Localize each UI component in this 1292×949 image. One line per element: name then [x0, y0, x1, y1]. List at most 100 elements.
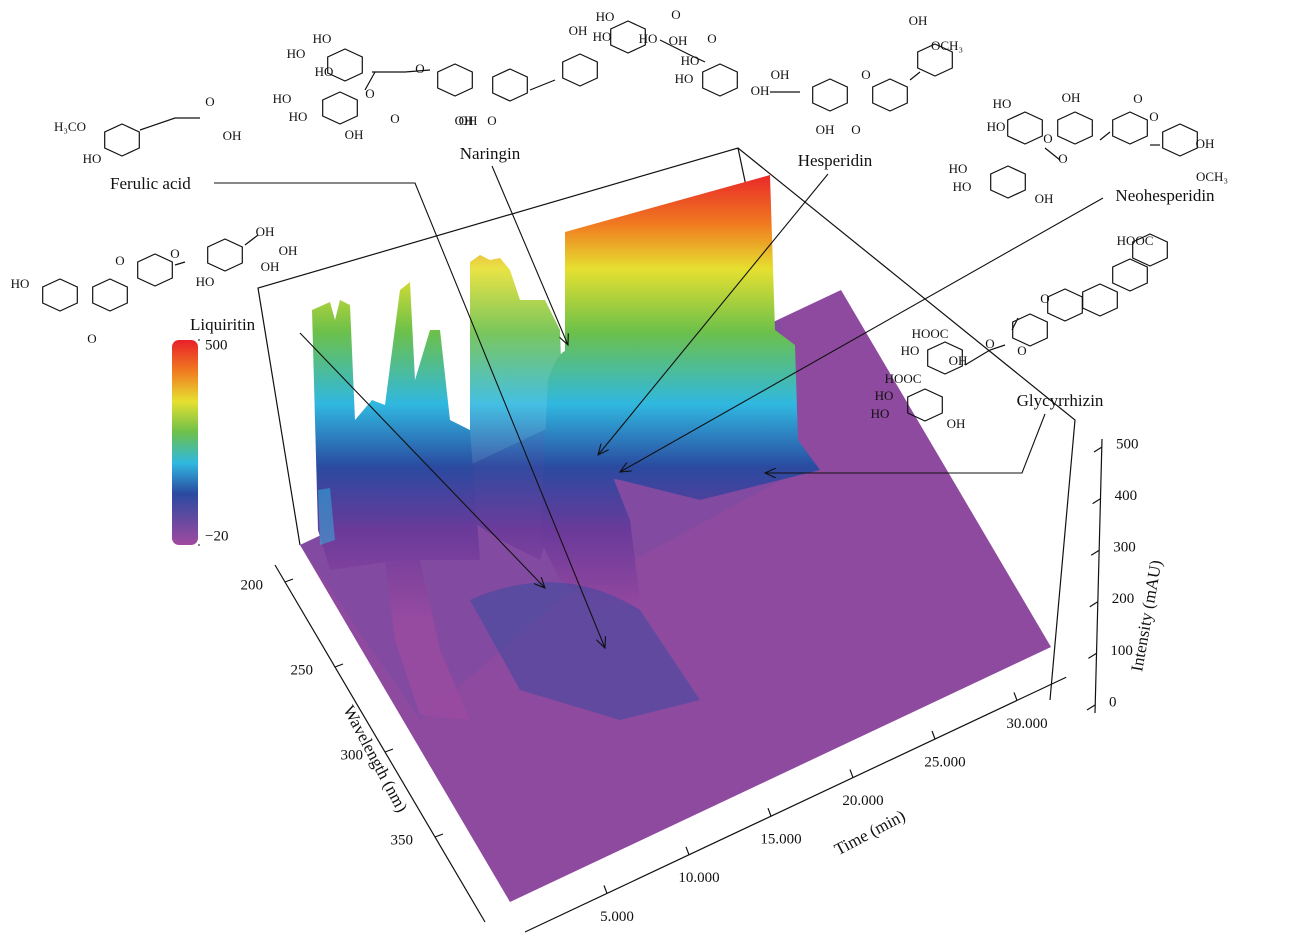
structure-group: O	[1043, 131, 1052, 146]
structure-bond	[140, 118, 200, 130]
x-tick	[1014, 692, 1017, 700]
structure-ring	[438, 64, 473, 96]
structure-ring	[93, 279, 128, 311]
z-tick	[1091, 550, 1099, 555]
z-tick-label: 200	[1112, 591, 1135, 607]
annotation-label: Liquiritin	[190, 315, 256, 334]
structure-group: O	[1017, 343, 1026, 358]
structure-group: OH	[816, 122, 835, 137]
structure-group: O	[115, 253, 124, 268]
structure-group: H₃CO	[54, 119, 86, 134]
structure-group: OH	[256, 224, 275, 239]
structure-group: OH	[771, 67, 790, 82]
structure-group: O	[985, 336, 994, 351]
z-tick-label: 400	[1115, 488, 1138, 504]
structure-ring	[493, 69, 528, 101]
chart: 5.00010.00015.00020.00025.00030.000Time …	[0, 0, 1292, 949]
structure-bond	[910, 72, 920, 80]
surface-ridge	[312, 282, 480, 570]
structure-group: HOOC	[1117, 233, 1154, 248]
structure-group: OH	[1196, 136, 1215, 151]
structure-group: O	[1133, 91, 1142, 106]
structure-group: O	[1149, 109, 1158, 124]
x-tick-label: 30.000	[1006, 716, 1047, 732]
structure-group: O	[1058, 151, 1067, 166]
y-tick-label: 300	[341, 747, 364, 763]
structure-ring	[105, 124, 140, 156]
structure-group: HO	[593, 29, 612, 44]
y-tick	[285, 579, 293, 582]
structure-ring	[1163, 124, 1198, 156]
z-tick	[1093, 499, 1101, 504]
structure-ring	[1113, 112, 1148, 144]
page: {"chart_data": { "type": "surface3d", "x…	[0, 0, 1292, 949]
structure-group: O	[1040, 291, 1049, 306]
structure-ring	[991, 166, 1026, 198]
structure-ring	[873, 79, 908, 111]
structure-group: O	[390, 111, 399, 126]
annotation-label: Glycyrrhizin	[1017, 391, 1104, 410]
structure-group: O	[487, 113, 496, 128]
surface	[300, 175, 1051, 902]
structure-ring	[1008, 112, 1043, 144]
structure-group: OH	[569, 23, 588, 38]
x-tick-label: 15.000	[760, 832, 801, 848]
structure-group: O	[851, 122, 860, 137]
structure-group: O	[365, 86, 374, 101]
annotation-label: Ferulic acid	[110, 174, 191, 193]
structure-group: HO	[953, 179, 972, 194]
structure-group: O	[671, 7, 680, 22]
colorbar-label: −20	[205, 528, 228, 544]
structure-group: HO	[83, 151, 102, 166]
x-tick	[686, 847, 689, 855]
structure-ring	[1113, 259, 1148, 291]
structure-group: O	[861, 67, 870, 82]
z-axis	[1095, 439, 1102, 713]
structure-ring	[703, 64, 738, 96]
structure-group: HO	[287, 46, 306, 61]
annotation-label: Neohesperidin	[1115, 186, 1215, 205]
structure-group: O	[87, 331, 96, 346]
structure-group: HO	[987, 119, 1006, 134]
x-tick	[604, 885, 607, 893]
structure-ring	[1083, 284, 1118, 316]
structure-ring	[138, 254, 173, 286]
x-tick	[932, 731, 935, 739]
structure-group: OCH₃	[1196, 169, 1228, 184]
structure-group: OH	[345, 127, 364, 142]
structure-group: OH	[909, 13, 928, 28]
structure-group: OH	[459, 113, 478, 128]
structure-group: OH	[751, 83, 770, 98]
structure-group: O	[170, 246, 179, 261]
z-tick	[1090, 602, 1098, 607]
structure-group: HO	[871, 406, 890, 421]
z-tick	[1088, 653, 1096, 658]
x-tick-label: 25.000	[924, 754, 965, 770]
structure-ring	[813, 79, 848, 111]
colorbar-label: 500	[205, 337, 228, 353]
structure-group: HO	[315, 64, 334, 79]
z-tick	[1087, 705, 1095, 710]
structure-group: HOOC	[912, 326, 949, 341]
structure-ring	[323, 92, 358, 124]
structure-group: HOOC	[885, 371, 922, 386]
structure-ring	[43, 279, 78, 311]
structure-group: HO	[875, 388, 894, 403]
structure-group: HO	[901, 343, 920, 358]
z-axis-label: Intensity (mAU)	[1127, 559, 1165, 673]
y-tick-label: 350	[391, 832, 414, 848]
structure-group: OH	[223, 128, 242, 143]
structure-group: OH	[669, 33, 688, 48]
structure-group: O	[205, 94, 214, 109]
z-tick-label: 300	[1113, 540, 1136, 556]
annotation-label: Hesperidin	[798, 151, 873, 170]
structure-group: OCH₃	[931, 38, 963, 53]
structure-group: OH	[279, 243, 298, 258]
structure-group: OH	[949, 353, 968, 368]
structure-bond	[1100, 132, 1110, 140]
y-tick-label: 250	[291, 662, 314, 678]
z-tick-label: 500	[1116, 436, 1139, 452]
structure-ring	[208, 239, 243, 271]
structure-group: HO	[273, 91, 292, 106]
structure-group: OH	[1035, 191, 1054, 206]
